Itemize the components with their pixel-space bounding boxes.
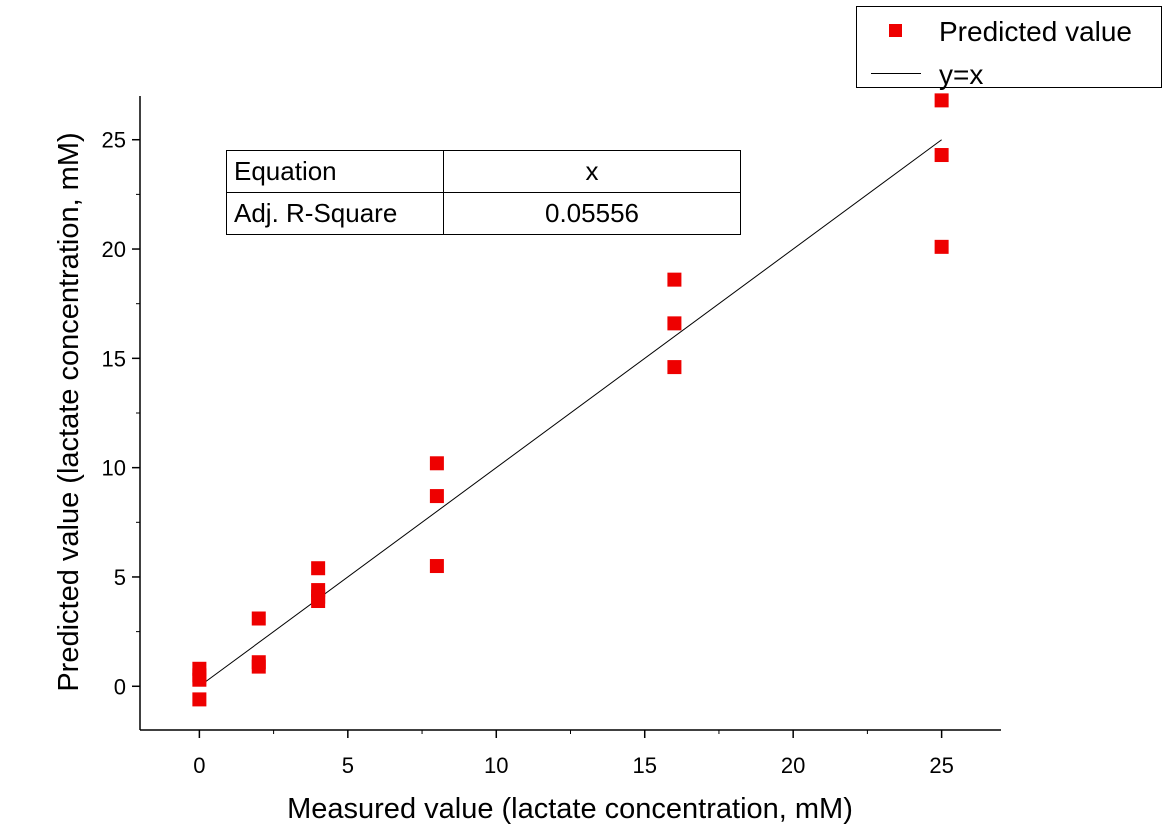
data-point [429,456,444,471]
data-point [934,239,949,254]
x-tick-label: 10 [484,753,508,778]
y-tick-label: 5 [114,565,126,590]
fit-results-table: Equation x Adj. R-Square 0.05556 [226,150,741,235]
data-point [251,659,266,674]
table-row: Adj. R-Square 0.05556 [226,192,741,235]
axes [132,96,1001,738]
x-axis-label: Measured value (lactate concentration, m… [287,793,853,825]
data-point [429,489,444,504]
table-cell-r-square-label: Adj. R-Square [226,192,444,235]
data-point [667,360,682,375]
x-tick-label: 15 [632,753,656,778]
legend-line-icon [871,73,921,74]
y-tick-label: 15 [102,346,126,371]
table-row: Equation x [226,150,741,193]
legend-label-fit: y=x [939,59,984,90]
x-tick-label: 20 [781,753,805,778]
data-points [192,93,949,707]
data-point [311,594,326,609]
y-tick-label: 10 [102,456,126,481]
data-point [667,316,682,331]
legend-square-marker-icon [889,24,902,37]
y-tick-label: 20 [102,237,126,262]
tick-labels: 0 5 10 15 20 25 0 5 10 15 20 25 [102,128,954,778]
data-point [251,611,266,626]
y-tick-label: 25 [102,128,126,153]
data-point [934,148,949,163]
x-tick-label: 0 [193,753,205,778]
data-point [429,559,444,574]
x-tick-label: 25 [929,753,953,778]
legend: Predicted value y=x [856,6,1162,90]
x-tick-label: 5 [342,753,354,778]
y-axis-label: Predicted value (lactate concentration, … [53,132,85,691]
y-tick-label: 0 [114,674,126,699]
legend-label-predicted: Predicted value [939,16,1133,47]
data-point [934,93,949,108]
table-cell-equation-label: Equation [226,150,444,193]
table-cell-equation-value: x [443,150,741,193]
data-point [192,672,207,687]
data-point [192,692,207,707]
table-cell-r-square-value: 0.05556 [443,192,741,235]
data-point [667,272,682,287]
data-point [311,561,326,576]
